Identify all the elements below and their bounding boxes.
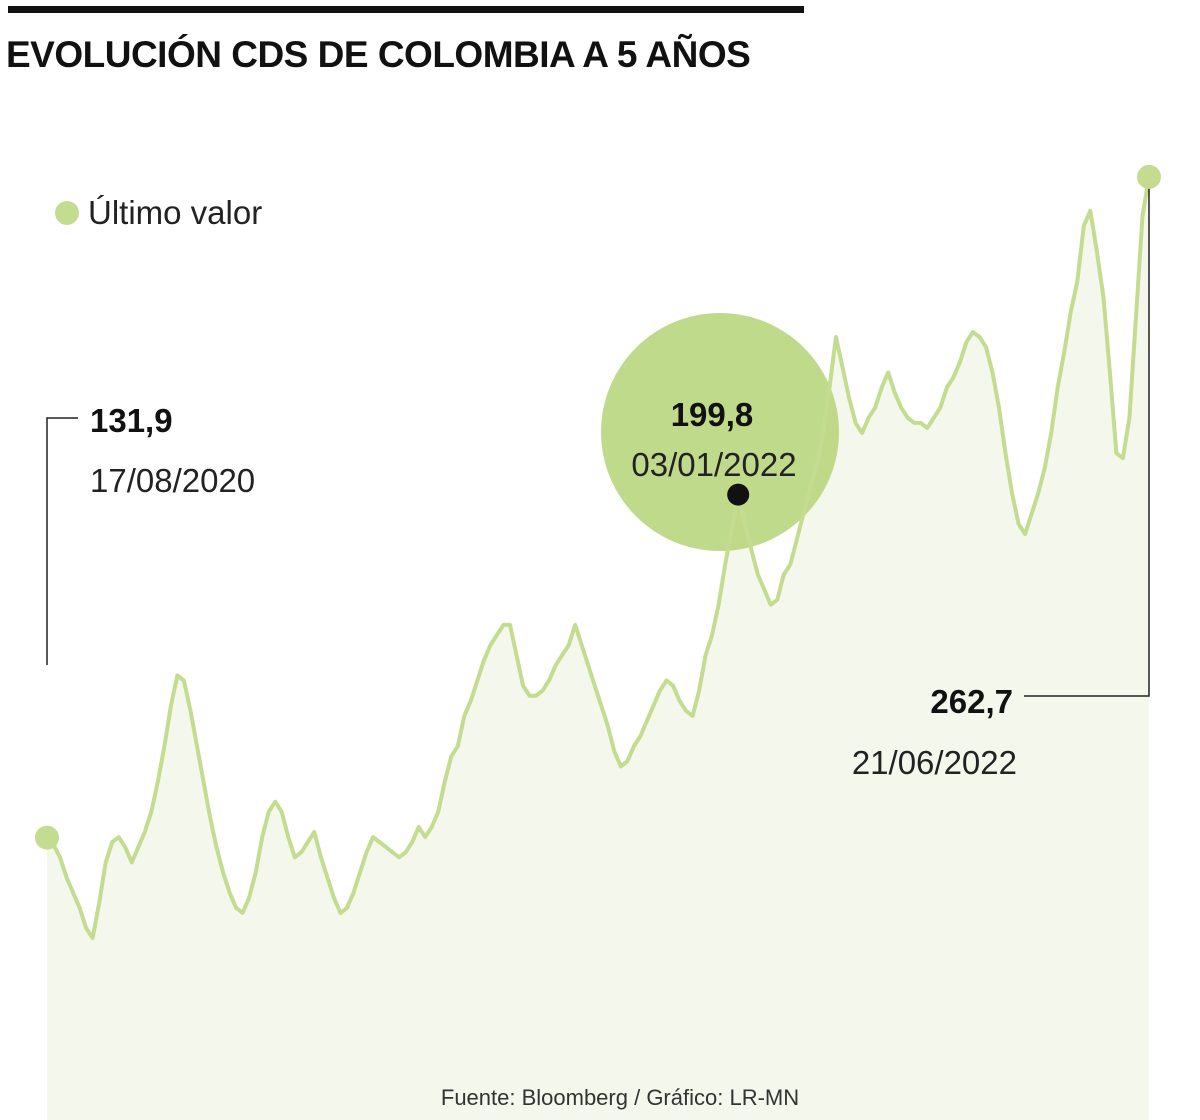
highlight-point	[727, 483, 750, 506]
source-note: Fuente: Bloomberg / Gráfico: LR-MN	[440, 1085, 800, 1110]
end-leader	[1024, 188, 1150, 697]
highlight-bubble	[601, 313, 839, 551]
start-value-label: 131,9	[90, 402, 173, 439]
start-point	[35, 825, 59, 850]
series-area	[47, 176, 1149, 1120]
last-value-point	[1137, 164, 1161, 189]
highlight-date-label: 03/01/2022	[631, 446, 796, 483]
start-date-label: 17/08/2020	[90, 462, 255, 499]
end-date-label: 21/06/2022	[852, 744, 1017, 781]
legend-label: Último valor	[88, 194, 263, 231]
title-rule	[8, 6, 804, 13]
start-leader	[46, 417, 78, 665]
highlight-value-label: 199,8	[671, 396, 754, 433]
chart-title: EVOLUCIÓN CDS DE COLOMBIA A 5 AÑOS	[6, 34, 751, 75]
end-value-label: 262,7	[930, 683, 1013, 720]
legend-marker	[55, 201, 79, 225]
legend: Último valor	[55, 194, 262, 232]
series-line	[45, 176, 1151, 941]
